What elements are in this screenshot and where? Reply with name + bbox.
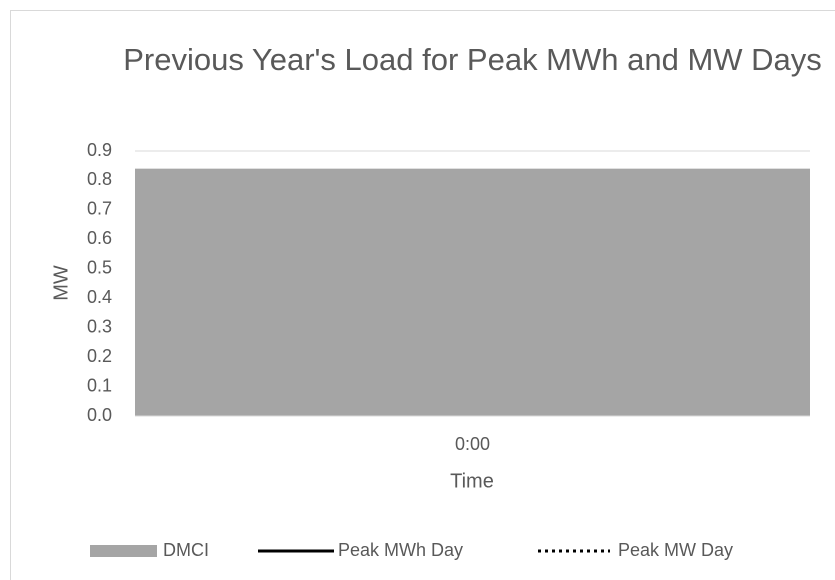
- legend-label: Peak MWh Day: [338, 540, 463, 560]
- legend-label: Peak MW Day: [618, 540, 733, 560]
- chart-border: [10, 10, 835, 580]
- y-tick-label: 0.8: [87, 169, 112, 189]
- legend-swatch: [90, 545, 157, 557]
- y-tick-label: 0.0: [87, 405, 112, 425]
- chart-title: Previous Year's Load for Peak MWh and MW…: [123, 42, 822, 77]
- y-tick-label: 0.1: [87, 375, 112, 395]
- x-tick-label: 0:00: [455, 434, 490, 454]
- y-axis-title: MW: [50, 265, 72, 301]
- x-axis-title: Time: [450, 470, 494, 492]
- y-tick-label: 0.6: [87, 228, 112, 248]
- legend-label: DMCI: [163, 540, 209, 560]
- y-tick-label: 0.3: [87, 316, 112, 336]
- y-tick-label: 0.4: [87, 287, 112, 307]
- y-tick-label: 0.7: [87, 199, 112, 219]
- y-tick-label: 0.9: [87, 140, 112, 160]
- y-tick-label: 0.5: [87, 258, 112, 278]
- bar: [135, 168, 810, 416]
- y-tick-label: 0.2: [87, 346, 112, 366]
